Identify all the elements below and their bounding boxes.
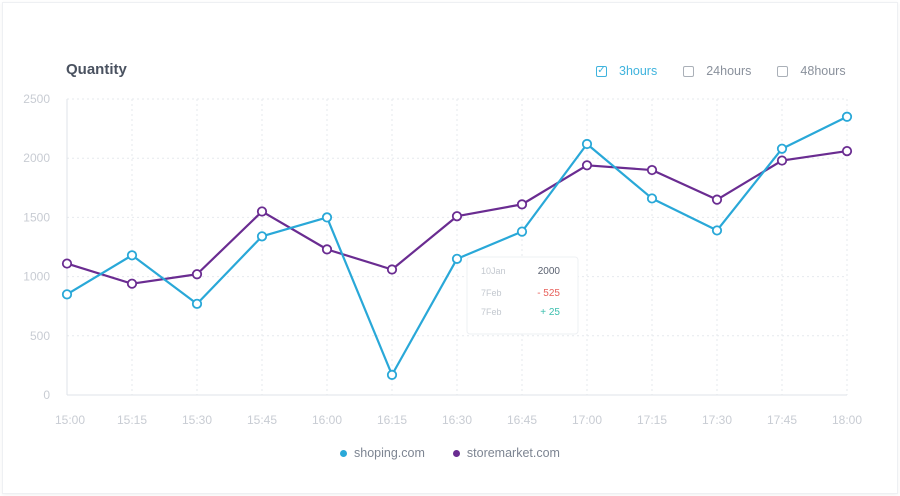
x-tick-label: 15:45: [247, 413, 277, 427]
data-point-shoping: [776, 143, 788, 154]
filter-48hours[interactable]: 48hours: [777, 64, 846, 78]
filter-3hours[interactable]: ✓ 3hours: [596, 64, 657, 78]
data-point-shoping: [646, 193, 658, 204]
data-point-shoping: [711, 225, 723, 236]
data-point-storemarket: [386, 264, 398, 275]
data-point-storemarket: [711, 194, 723, 205]
chart-title: Quantity: [66, 61, 127, 78]
data-point-shoping: [256, 231, 268, 242]
chart-legend: shoping.com storemarket.com: [0, 446, 900, 460]
legend-item-storemarket[interactable]: storemarket.com: [452, 446, 560, 460]
legend-label: storemarket.com: [466, 446, 560, 460]
data-point-shoping: [191, 298, 203, 309]
legend-dot-icon: [452, 449, 460, 457]
data-point-storemarket: [776, 155, 788, 166]
data-point-storemarket: [451, 211, 463, 222]
tooltip-value: + 25: [540, 307, 560, 318]
x-tick-label: 16:45: [507, 413, 537, 427]
checkbox-icon[interactable]: [683, 65, 695, 77]
x-tick-label: 17:45: [767, 413, 797, 427]
x-tick-label: 15:00: [55, 413, 85, 427]
tooltip-date: 10Jan: [481, 266, 506, 276]
data-point-shoping: [386, 369, 398, 380]
data-point-storemarket: [191, 269, 203, 280]
y-tick-label: 2500: [23, 92, 50, 106]
x-tick-label: 17:15: [637, 413, 667, 427]
tooltip-value: - 525: [537, 288, 560, 299]
data-point-shoping: [451, 253, 463, 264]
x-tick-label: 16:00: [312, 413, 342, 427]
tooltip-box: [466, 256, 579, 335]
filter-label-48hours: 48hours: [800, 64, 846, 78]
data-point-storemarket: [256, 206, 268, 217]
x-tick-label: 15:15: [117, 413, 147, 427]
legend-dot-icon: [340, 449, 348, 457]
y-tick-label: 2000: [23, 151, 50, 165]
data-point-storemarket: [646, 164, 658, 176]
x-tick-label: 17:00: [572, 413, 602, 427]
tooltip-date: 7Feb: [481, 288, 502, 298]
data-point-shoping: [841, 111, 853, 122]
tooltip-value: 2000: [538, 266, 561, 277]
data-point-storemarket: [61, 258, 73, 269]
data-point-shoping: [321, 212, 333, 223]
filter-label-24hours: 24hours: [706, 64, 752, 78]
checkbox-checked-icon[interactable]: ✓: [596, 65, 607, 77]
x-tick-label: 17:30: [702, 413, 732, 427]
data-point-storemarket: [321, 244, 333, 255]
filter-24hours[interactable]: 24hours: [683, 64, 751, 78]
x-tick-label: 16:30: [442, 413, 472, 427]
y-tick-label: 0: [43, 388, 50, 402]
data-point-shoping: [61, 289, 73, 300]
x-tick-label: 16:15: [377, 413, 407, 427]
data-point-storemarket: [581, 160, 593, 171]
data-point-storemarket: [516, 199, 528, 210]
tooltip-date: 7Feb: [481, 307, 502, 317]
y-tick-label: 1000: [23, 270, 50, 284]
data-point-storemarket: [126, 278, 138, 289]
data-point-shoping: [516, 226, 528, 237]
data-point-storemarket: [841, 145, 853, 157]
time-range-filters: ✓ 3hours 24hours 48hours: [596, 64, 846, 78]
legend-item-shoping[interactable]: shoping.com: [340, 446, 425, 460]
legend-label: shoping.com: [354, 446, 425, 460]
y-tick-label: 500: [30, 329, 50, 343]
data-point-shoping: [126, 250, 138, 261]
x-tick-label: 15:30: [182, 413, 212, 427]
x-tick-label: 18:00: [832, 413, 862, 427]
checkbox-icon[interactable]: [777, 65, 789, 77]
data-point-shoping: [581, 138, 593, 150]
y-tick-label: 1500: [23, 210, 50, 224]
filter-label-3hours: 3hours: [619, 64, 658, 78]
tooltip: 10Jan 2000 7Feb - 525 7Feb + 25: [466, 256, 579, 335]
